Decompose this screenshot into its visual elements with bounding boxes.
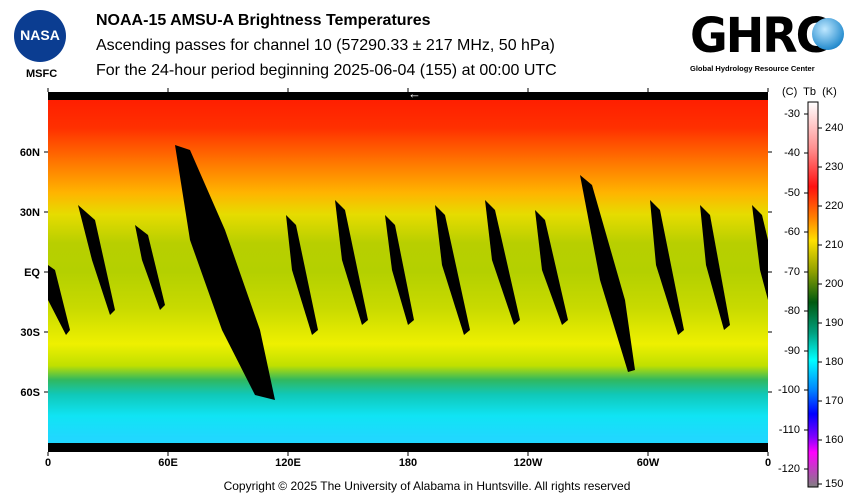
- kelvin-tick: 210: [825, 239, 844, 251]
- brightness-field: [48, 92, 768, 452]
- celsius-tick: -90: [784, 345, 800, 357]
- kelvin-tick: 190: [825, 317, 844, 329]
- colorbar-header: (C) Tb (K): [782, 86, 837, 98]
- lon-label: 120W: [513, 457, 543, 469]
- celsius-tick: -50: [784, 187, 800, 199]
- celsius-tick: -40: [784, 147, 800, 159]
- map-ticks: [44, 88, 772, 456]
- swath-gap: [752, 205, 768, 300]
- lon-label: 0: [764, 457, 772, 469]
- lat-label: 30S: [20, 327, 40, 339]
- msfc-label: MSFC: [26, 68, 58, 80]
- nasa-logo: NASA: [14, 10, 66, 62]
- kelvin-tick: 220: [825, 200, 844, 212]
- data-gaps: [48, 145, 768, 400]
- swath-gap: [700, 205, 730, 330]
- orbit-direction-arrow: ←: [408, 86, 421, 101]
- kelvin-tick: 170: [825, 395, 844, 407]
- swath-gap: [580, 175, 635, 372]
- kelvin-tick: 200: [825, 278, 844, 290]
- lat-label: 60N: [19, 147, 40, 159]
- lat-label: EQ: [24, 267, 40, 279]
- lon-label: 120E: [275, 457, 301, 469]
- celsius-tick: -70: [784, 266, 800, 278]
- ghrc-logo: GHRC: [690, 6, 829, 64]
- celsius-tick: -120: [777, 463, 800, 475]
- lat-label: 60S: [20, 387, 40, 399]
- swath-gap: [650, 200, 684, 335]
- kelvin-tick: 150: [825, 478, 844, 490]
- colorbar-ticks: [804, 113, 822, 485]
- kelvin-tick: 160: [825, 434, 844, 446]
- swath-gap: [435, 205, 470, 335]
- swath-gap: [175, 145, 275, 400]
- swath-gap: [535, 210, 568, 325]
- celsius-tick: -30: [784, 108, 800, 120]
- period-label: For the 24-hour period beginning 2025-06…: [96, 62, 557, 79]
- subtitle: Ascending passes for channel 10 (57290.3…: [96, 37, 555, 54]
- kelvin-tick: 230: [825, 161, 844, 173]
- globe-icon: [812, 18, 844, 50]
- copyright-footer: Copyright © 2025 The University of Alaba…: [223, 479, 631, 493]
- lon-label: 0: [44, 457, 52, 469]
- swath-gap: [335, 200, 368, 325]
- swath-gap: [485, 200, 520, 325]
- lon-label: 60W: [636, 457, 660, 469]
- no-data-band-south: [48, 443, 768, 452]
- lon-label: 60E: [158, 457, 178, 469]
- celsius-tick: -100: [777, 384, 800, 396]
- celsius-tick: -80: [784, 305, 800, 317]
- no-data-band-north: [48, 92, 768, 100]
- ghrc-subtitle: Global Hydrology Resource Center: [690, 64, 815, 73]
- nasa-logo-text: NASA: [20, 27, 60, 43]
- swath-gap: [48, 265, 70, 335]
- swath-gap: [286, 215, 318, 335]
- kelvin-tick: 180: [825, 356, 844, 368]
- lon-label: 180: [398, 457, 418, 469]
- swath-gap: [385, 215, 414, 325]
- celsius-tick: -60: [784, 226, 800, 238]
- kelvin-tick: 240: [825, 122, 844, 134]
- lat-label: 30N: [19, 207, 40, 219]
- page-title: NOAA-15 AMSU-A Brightness Temperatures: [96, 12, 431, 29]
- colorbar: [807, 101, 819, 488]
- swath-gap: [135, 225, 165, 310]
- swath-gap: [78, 205, 115, 315]
- celsius-tick: -110: [778, 424, 800, 436]
